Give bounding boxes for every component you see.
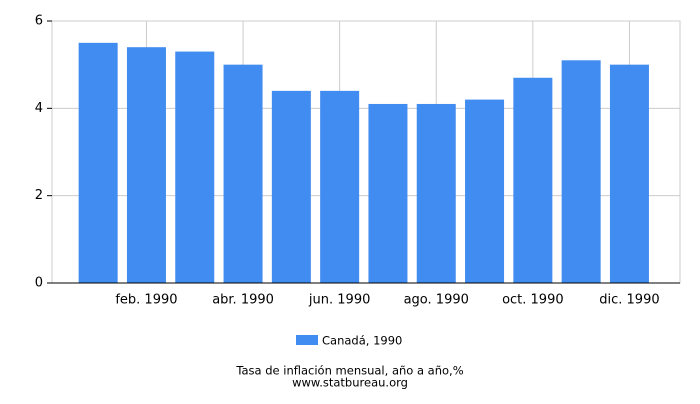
bar [271, 90, 311, 283]
y-tick-label: 4 [35, 101, 43, 116]
bar [561, 60, 601, 283]
bar [126, 47, 166, 284]
bar [513, 77, 553, 284]
y-tick-label: 0 [35, 276, 43, 291]
bar [223, 64, 263, 284]
x-tick-label: dic. 1990 [599, 293, 659, 308]
x-tick-label: ago. 1990 [404, 293, 469, 308]
y-tick-label: 6 [35, 14, 43, 29]
x-tick-label: abr. 1990 [212, 293, 274, 308]
x-tick-label: oct. 1990 [502, 293, 564, 308]
bar [368, 103, 408, 283]
bar [320, 90, 360, 283]
legend-swatch [296, 335, 318, 345]
bar [609, 64, 649, 284]
x-tick-label: jun. 1990 [308, 293, 370, 308]
x-tick-label: feb. 1990 [115, 293, 177, 308]
bar [175, 51, 215, 283]
y-tick-label: 2 [35, 188, 43, 203]
bar [78, 42, 118, 284]
source: www.statbureau.org [292, 376, 408, 390]
x-axis-title: Tasa de inflación mensual, año a año,% [235, 364, 463, 378]
bar [465, 99, 505, 283]
bar [416, 103, 456, 283]
legend-label: Canadá, 1990 [322, 334, 402, 348]
